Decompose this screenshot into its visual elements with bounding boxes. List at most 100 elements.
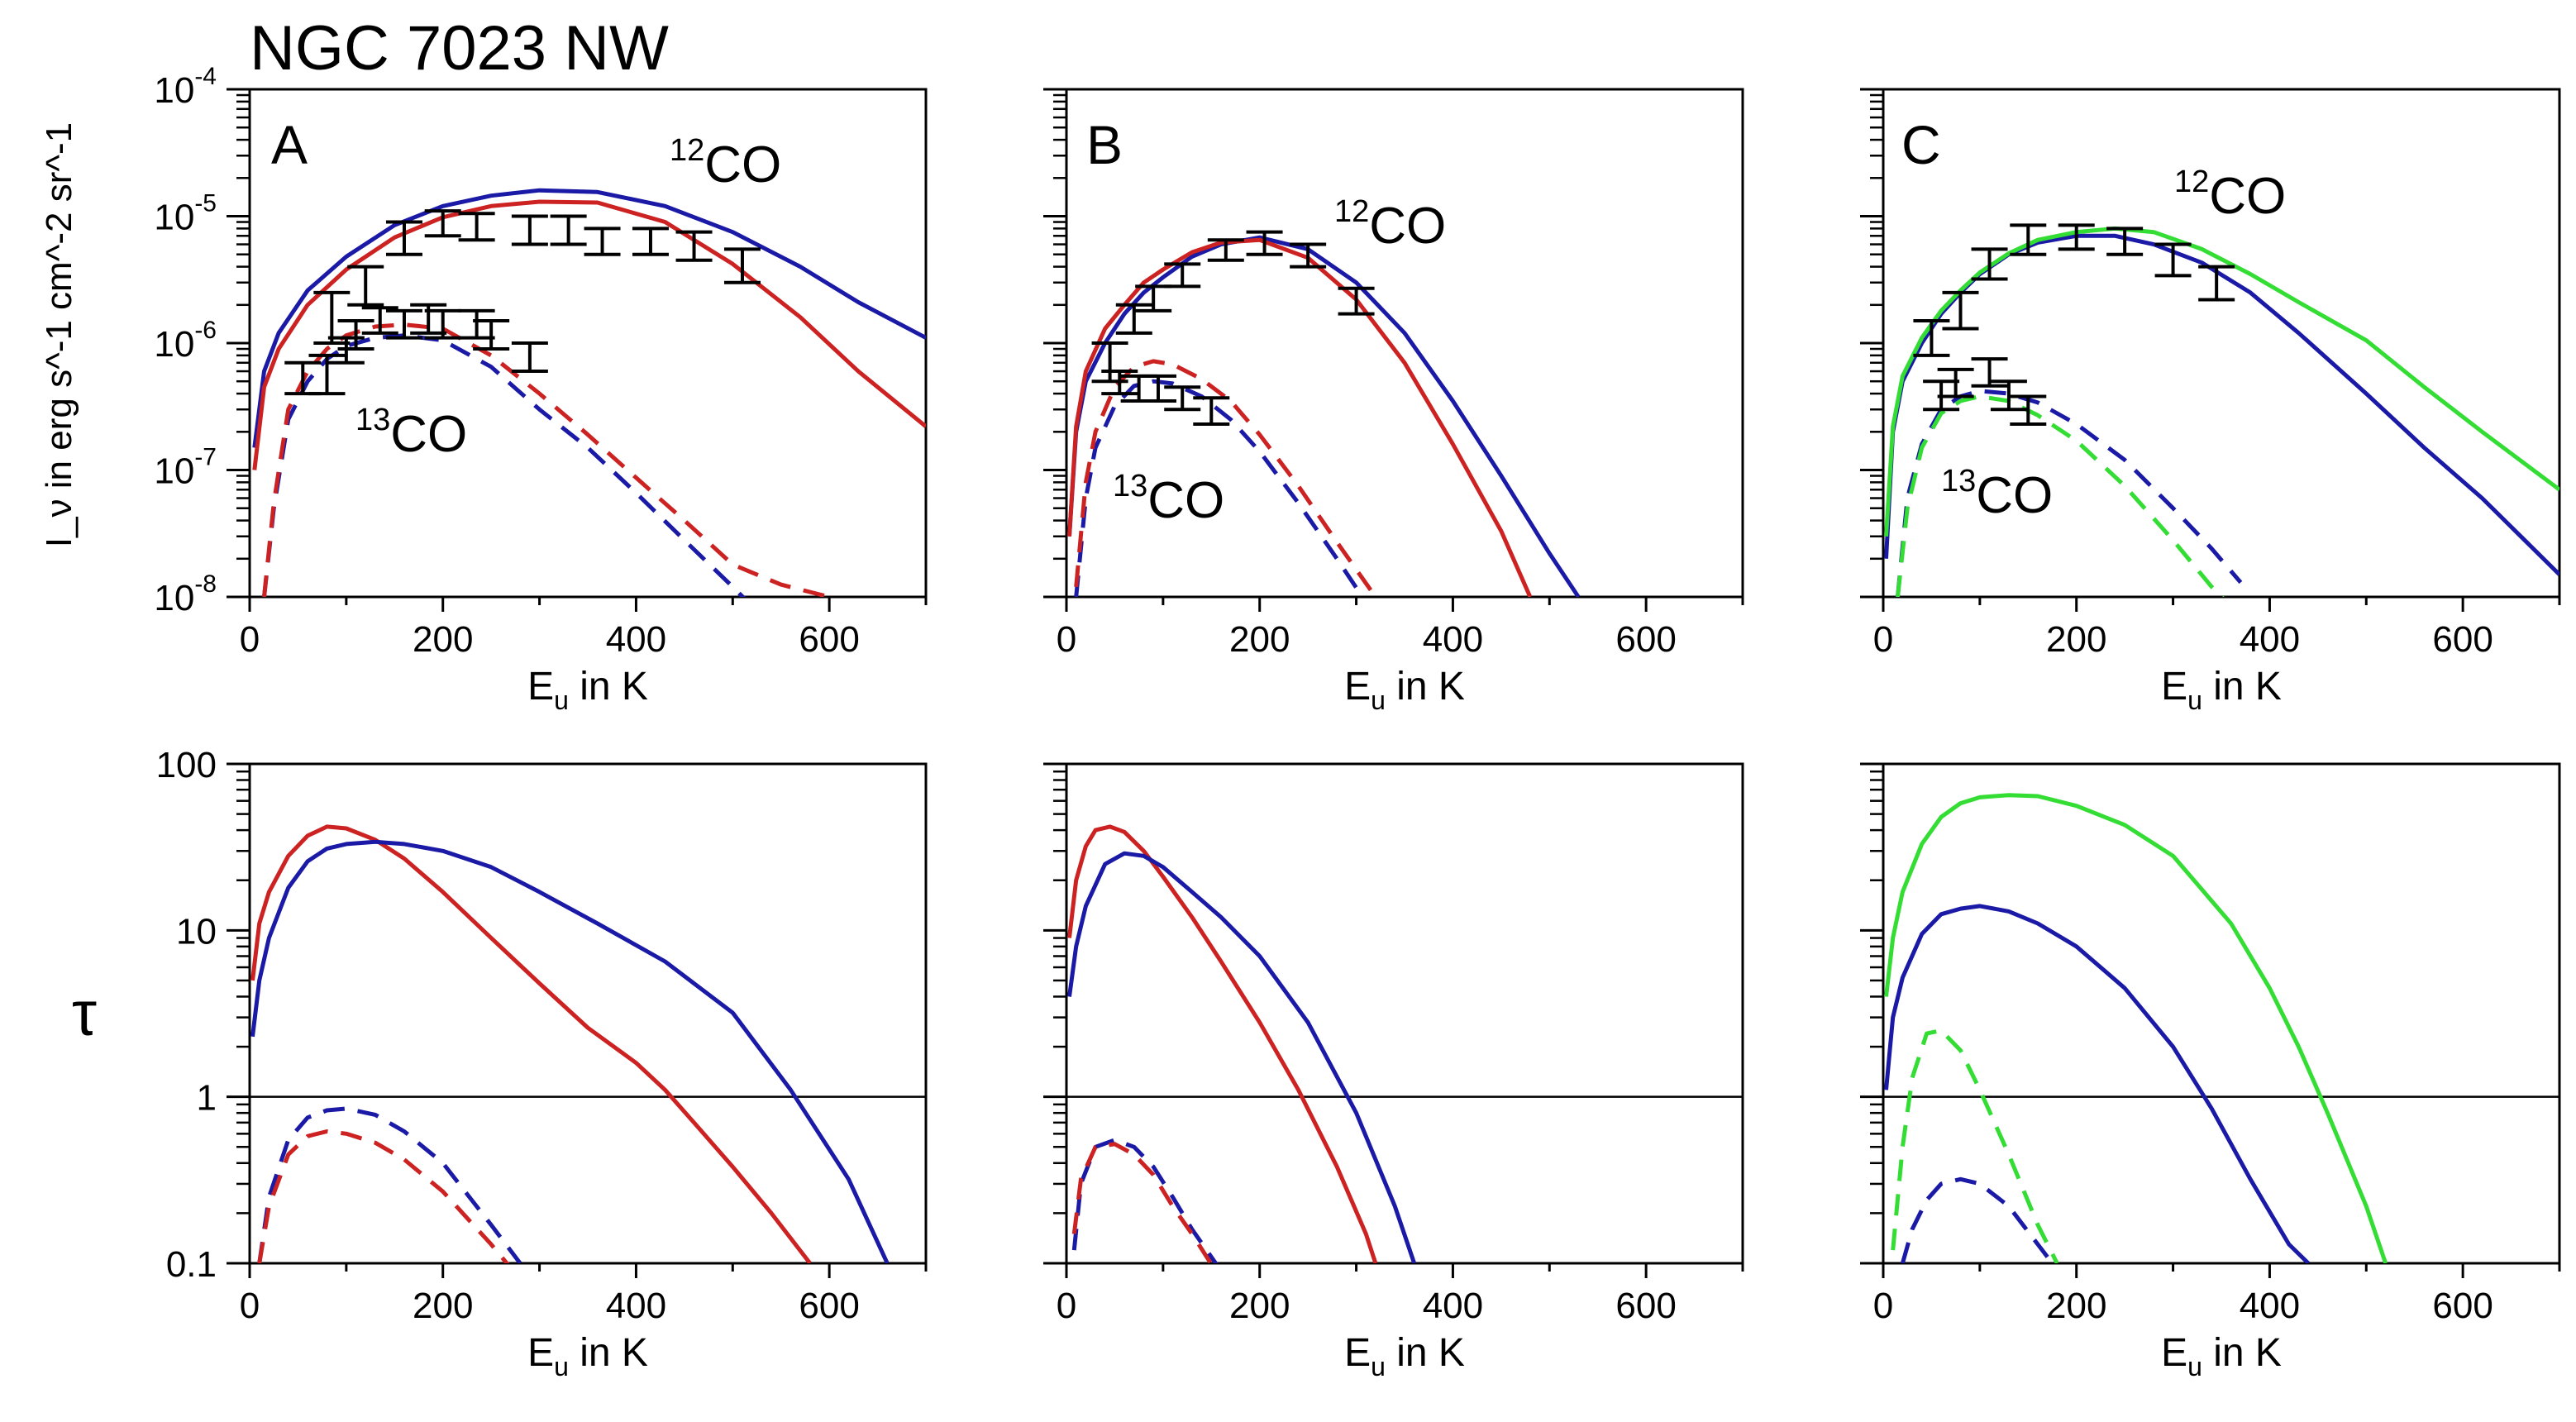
y-tick-label: 10-4 [154, 63, 217, 111]
panel-letter: C [1901, 114, 1941, 175]
series-line-12co-model-red [1067, 237, 1533, 597]
x-axis-label: Eu in K [2161, 665, 2282, 715]
x-tick-label: 0 [1873, 1286, 1893, 1326]
x-tick-label: 200 [413, 619, 473, 660]
series-line-12co-tau-blue [1067, 851, 1417, 1263]
x-tick-label: 400 [2240, 1286, 2300, 1326]
panel-letter: A [271, 114, 308, 175]
x-tick-label: 600 [2432, 619, 2493, 660]
plot-area [1884, 223, 2559, 597]
y-axis: 10-8 10-7 10-6 10-5 10-4 I_ν in erg s^-1 cm^-… [39, 63, 250, 618]
x-tick-label: 0 [1873, 619, 1893, 660]
y-axis-label: τ [72, 979, 97, 1049]
x-tick-label: 600 [1615, 619, 1676, 660]
y-tick-label: 10 [176, 911, 217, 952]
x-tick-label: 200 [1229, 619, 1290, 660]
co13-label: 13CO [355, 403, 467, 463]
series-line-12co-tau-blue [1884, 904, 2310, 1263]
plot-area [252, 188, 926, 597]
y-tick-label: 10-7 [154, 444, 217, 492]
co12-label: 12CO [670, 133, 781, 193]
x-tick-label: 0 [240, 619, 260, 660]
series-line-13co-model-blue [262, 333, 747, 597]
errorbar-group-12co-data [1913, 223, 2235, 357]
series-line-12co-tau-blue [250, 839, 890, 1263]
x-axis: 0 200 400 600 Eu in K [1057, 597, 1744, 715]
co12-label: 12CO [2174, 165, 2286, 225]
x-tick-label: 600 [2432, 1286, 2493, 1326]
errorbar-group-12co-data [313, 209, 761, 345]
x-tick-label: 200 [413, 1286, 473, 1326]
x-tick-label: 600 [799, 619, 859, 660]
y-tick-label: 100 [156, 745, 217, 785]
y-axis [1860, 88, 1883, 599]
series-line-13co-tau-red [257, 1129, 510, 1263]
chart-panel-b-intensity: 0 200 400 600 Eu in K B 12CO 13CO [1043, 88, 1744, 715]
chart-panel-a-intensity: 0 200 400 600 Eu in K 10-8 10-7 10-6 10-5 10-4 I_ν… [39, 63, 928, 715]
x-axis: 0 200 400 600 Eu in K [1873, 597, 2561, 715]
x-axis-label: Eu in K [527, 1331, 648, 1381]
x-tick-label: 0 [240, 1286, 260, 1326]
y-axis: 0.1 1 10 100 τ [72, 745, 250, 1285]
plot-area [1883, 793, 2559, 1263]
x-tick-label: 0 [1057, 619, 1076, 660]
panel-letter: B [1086, 114, 1123, 175]
y-tick-label: 10-6 [154, 317, 217, 365]
x-axis-label: Eu in K [2161, 1331, 2282, 1381]
chart-panel-c-intensity: 0 200 400 600 Eu in K C 12CO 13CO [1860, 88, 2561, 715]
y-axis [1043, 762, 1066, 1265]
x-tick-label: 600 [799, 1286, 859, 1326]
plot-area [1067, 230, 1581, 597]
x-axis: 0 200 400 600 Eu in K [240, 1263, 928, 1381]
x-tick-label: 400 [1423, 619, 1483, 660]
chart-panel-b-tau: 0 200 400 600 Eu in K [1043, 762, 1744, 1381]
series-line-12co-tau-red [250, 824, 812, 1263]
plot-area [250, 824, 926, 1263]
errorbar-group-13co-data [1923, 357, 2047, 426]
y-tick-label: 10-8 [154, 570, 217, 618]
co12-label: 12CO [1334, 194, 1446, 255]
series-line-13co-tau-blue [1900, 1176, 2054, 1263]
errorbar-group-12co-data [1091, 230, 1375, 384]
y-axis [1043, 88, 1066, 599]
series-line-12co-model-blue [252, 188, 926, 448]
x-tick-label: 0 [1057, 1286, 1076, 1326]
series-line-12co-tau-green [1884, 793, 2388, 1263]
y-tick-label: 0.1 [166, 1244, 217, 1285]
x-axis: 0 200 400 600 Eu in K [1057, 1263, 1744, 1381]
series-line-13co-model-green [1896, 394, 2225, 597]
x-tick-label: 200 [2046, 1286, 2106, 1326]
x-axis-label: Eu in K [1344, 1331, 1465, 1381]
plot-frame [1882, 762, 2561, 1265]
x-axis-label: Eu in K [527, 665, 648, 715]
chart-panel-c-tau: 0 200 400 600 Eu in K [1860, 762, 2561, 1381]
x-tick-label: 400 [606, 619, 666, 660]
errorbar-group-13co-data [1101, 370, 1230, 426]
chart-panel-a-tau: 0 200 400 600 Eu in K 0.1 1 10 100 τ [72, 745, 928, 1381]
series-line-12co-model-red [252, 199, 926, 470]
x-axis: 0 200 400 600 Eu in K [1873, 1263, 2561, 1381]
y-tick-label: 1 [197, 1078, 217, 1119]
series-line-13co-tau-blue [1071, 1138, 1219, 1263]
x-tick-label: 200 [1229, 1286, 1290, 1326]
x-tick-label: 400 [1423, 1286, 1483, 1326]
co13-label: 13CO [1941, 464, 2053, 524]
x-tick-label: 200 [2046, 619, 2106, 660]
y-axis [1860, 762, 1883, 1265]
co13-label: 13CO [1113, 469, 1224, 529]
series-line-13co-tau-green [1891, 1028, 2059, 1263]
y-tick-label: 10-5 [154, 190, 217, 238]
plot-frame [1065, 762, 1744, 1265]
series-line-13co-model-red [1074, 359, 1377, 597]
y-axis-label: I_ν in erg s^-1 cm^-2 sr^-1 [39, 122, 79, 547]
x-tick-label: 400 [606, 1286, 666, 1326]
figure-title: NGC 7023 NW [250, 13, 669, 84]
x-axis-label: Eu in K [1344, 665, 1465, 715]
x-tick-label: 600 [1615, 1286, 1676, 1326]
series-line-12co-tau-red [1067, 824, 1378, 1263]
series-line-13co-tau-red [1071, 1142, 1214, 1263]
x-axis: 0 200 400 600 Eu in K [240, 597, 928, 715]
series-line-13co-tau-blue [257, 1106, 522, 1263]
series-line-13co-model-red [262, 322, 830, 597]
